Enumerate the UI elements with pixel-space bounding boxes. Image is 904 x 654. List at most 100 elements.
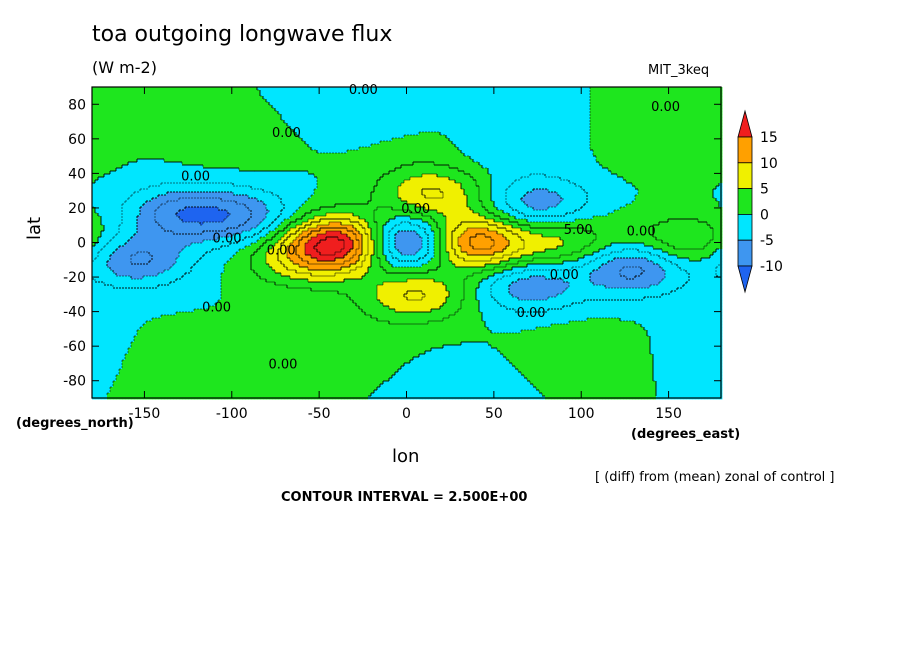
field-cell: [440, 102, 443, 105]
field-cell: [407, 99, 410, 102]
field-cell: [665, 132, 668, 135]
field-cell: [644, 93, 647, 96]
field-cell: [488, 93, 491, 96]
field-cell: [383, 123, 386, 126]
field-cell: [314, 96, 317, 99]
field-cell: [218, 114, 221, 117]
field-cell: [212, 111, 215, 114]
field-cell: [488, 150, 491, 153]
field-cell: [674, 126, 677, 129]
field-cell: [494, 120, 497, 123]
field-cell: [668, 135, 671, 138]
field-cell: [695, 129, 698, 132]
field-cell: [236, 150, 239, 153]
field-cell: [146, 111, 149, 114]
field-cell: [608, 135, 611, 138]
field-cell: [671, 150, 674, 153]
field-cell: [122, 105, 125, 108]
field-cell: [179, 111, 182, 114]
field-cell: [137, 120, 140, 123]
field-cell: [308, 120, 311, 123]
field-cell: [470, 144, 473, 147]
field-cell: [290, 141, 293, 144]
field-cell: [422, 114, 425, 117]
field-cell: [653, 120, 656, 123]
field-cell: [269, 114, 272, 117]
field-cell: [362, 117, 365, 120]
field-cell: [560, 102, 563, 105]
field-cell: [272, 96, 275, 99]
field-cell: [527, 150, 530, 153]
field-cell: [659, 144, 662, 147]
field-cell: [314, 141, 317, 144]
field-cell: [641, 90, 644, 93]
field-cell: [482, 138, 485, 141]
field-cell: [242, 126, 245, 129]
field-cell: [128, 138, 131, 141]
field-cell: [632, 147, 635, 150]
field-cell: [638, 117, 641, 120]
field-cell: [233, 114, 236, 117]
field-cell: [497, 141, 500, 144]
field-cell: [197, 120, 200, 123]
field-cell: [284, 93, 287, 96]
field-cell: [341, 108, 344, 111]
field-cell: [227, 132, 230, 135]
field-cell: [110, 102, 113, 105]
field-cell: [710, 102, 713, 105]
field-cell: [515, 126, 518, 129]
field-cell: [461, 138, 464, 141]
field-cell: [647, 96, 650, 99]
field-cell: [707, 132, 710, 135]
field-cell: [347, 105, 350, 108]
field-cell: [458, 114, 461, 117]
field-cell: [584, 147, 587, 150]
field-cell: [413, 129, 416, 132]
field-cell: [659, 135, 662, 138]
field-cell: [200, 120, 203, 123]
field-cell: [371, 144, 374, 147]
field-cell: [317, 114, 320, 117]
field-cell: [536, 129, 539, 132]
field-cell: [473, 102, 476, 105]
field-cell: [638, 108, 641, 111]
field-cell: [350, 123, 353, 126]
field-cell: [416, 105, 419, 108]
field-cell: [176, 90, 179, 93]
field-cell: [269, 117, 272, 120]
field-cell: [596, 135, 599, 138]
field-cell: [314, 132, 317, 135]
field-cell: [698, 108, 701, 111]
field-cell: [590, 99, 593, 102]
field-cell: [551, 93, 554, 96]
field-cell: [380, 150, 383, 153]
field-cell: [149, 117, 152, 120]
field-cell: [191, 108, 194, 111]
field-cell: [101, 144, 104, 147]
field-cell: [209, 108, 212, 111]
field-cell: [563, 156, 566, 159]
field-cell: [326, 147, 329, 150]
field-cell: [713, 135, 716, 138]
field-cell: [122, 135, 125, 138]
field-cell: [551, 96, 554, 99]
field-cell: [353, 156, 356, 159]
field-cell: [359, 156, 362, 159]
field-cell: [566, 138, 569, 141]
field-cell: [431, 102, 434, 105]
field-cell: [626, 117, 629, 120]
field-cell: [143, 141, 146, 144]
field-cell: [668, 96, 671, 99]
field-cell: [404, 105, 407, 108]
field-cell: [377, 144, 380, 147]
field-cell: [365, 108, 368, 111]
field-cell: [584, 129, 587, 132]
field-cell: [143, 135, 146, 138]
field-cell: [512, 153, 515, 156]
field-cell: [356, 156, 359, 159]
field-cell: [716, 123, 719, 126]
field-cell: [593, 105, 596, 108]
field-cell: [179, 147, 182, 150]
field-cell: [332, 156, 335, 159]
field-cell: [284, 153, 287, 156]
